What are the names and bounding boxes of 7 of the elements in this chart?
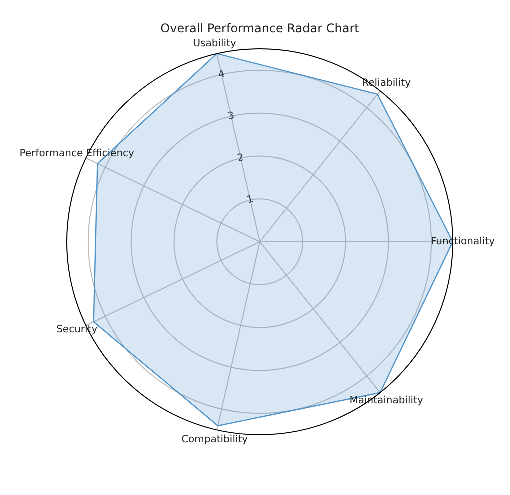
y-tick-label: 1 xyxy=(246,194,255,206)
y-tick-label: 2 xyxy=(236,152,246,165)
chart-title: Overall Performance Radar Chart xyxy=(160,21,360,36)
spoke-label: Usability xyxy=(193,38,236,50)
y-tick-label: 4 xyxy=(218,68,226,81)
y-tick-label: 3 xyxy=(227,110,236,123)
spoke-label: Compatibility xyxy=(182,434,248,446)
